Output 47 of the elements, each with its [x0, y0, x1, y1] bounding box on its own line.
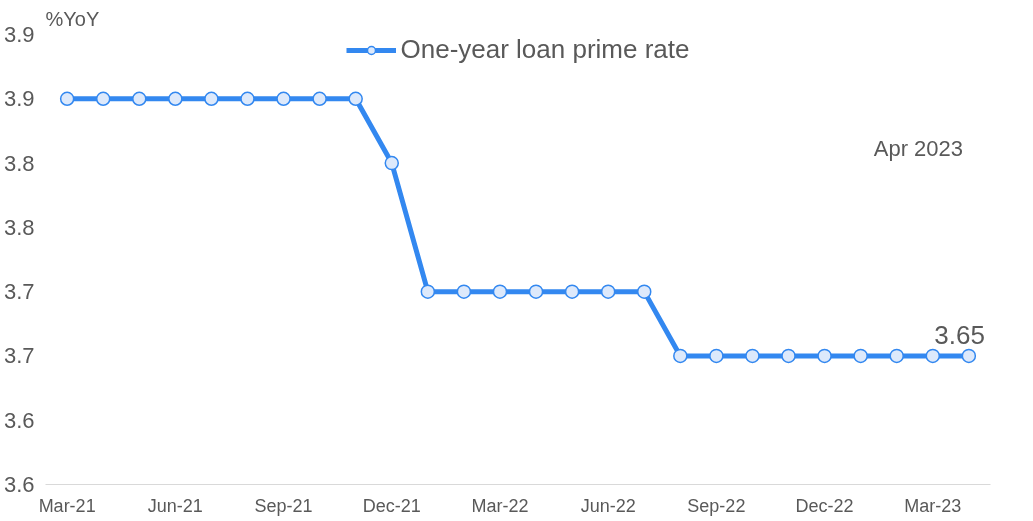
x-tick-label: Mar-23	[904, 495, 962, 516]
legend-label: One-year loan prime rate	[400, 34, 690, 65]
y-tick-label: 3.7	[3, 343, 35, 369]
x-tick-label: Mar-22	[471, 495, 529, 516]
point	[348, 91, 363, 107]
point	[564, 284, 580, 299]
point	[240, 91, 255, 107]
annotation: Apr 2023	[873, 135, 964, 161]
x-tick-label: Sep-21	[254, 495, 313, 516]
y-tick-label: 3.6	[3, 472, 35, 497]
x-tick-label: Jun-22	[580, 495, 636, 516]
y-axis-title: %YoY	[45, 7, 100, 30]
x-tick-label: Sep-22	[687, 495, 746, 516]
point	[673, 348, 688, 364]
x-tick-label: Mar-21	[38, 495, 96, 516]
x-tick-label: Jun-21	[147, 495, 203, 516]
point	[961, 348, 977, 364]
y-tick-label: 3.9	[3, 22, 35, 47]
point	[456, 284, 472, 299]
point	[276, 91, 291, 107]
point	[168, 91, 183, 107]
point	[636, 284, 652, 299]
x-tick-label: Dec-22	[795, 495, 854, 516]
point	[817, 348, 832, 364]
y-tick-label: 3.6	[3, 407, 35, 433]
data-label: 3.65	[934, 319, 985, 350]
y-tick-label: 3.8	[3, 214, 35, 240]
point	[528, 284, 544, 299]
point	[132, 91, 147, 107]
y-tick-label: 3.9	[3, 86, 35, 112]
y-tick-label: 3.8	[3, 150, 35, 176]
point	[889, 348, 904, 364]
point	[781, 348, 796, 364]
point	[59, 91, 75, 107]
point	[709, 348, 724, 364]
point	[492, 284, 508, 299]
point	[384, 155, 400, 171]
point	[204, 91, 219, 107]
point	[312, 91, 327, 107]
point	[853, 348, 868, 364]
x-tick-label: Dec-21	[362, 495, 421, 516]
y-tick-label: 3.7	[3, 279, 35, 305]
point	[745, 348, 760, 364]
point	[925, 348, 941, 364]
point	[95, 91, 111, 107]
point	[420, 284, 436, 299]
point	[600, 284, 616, 299]
